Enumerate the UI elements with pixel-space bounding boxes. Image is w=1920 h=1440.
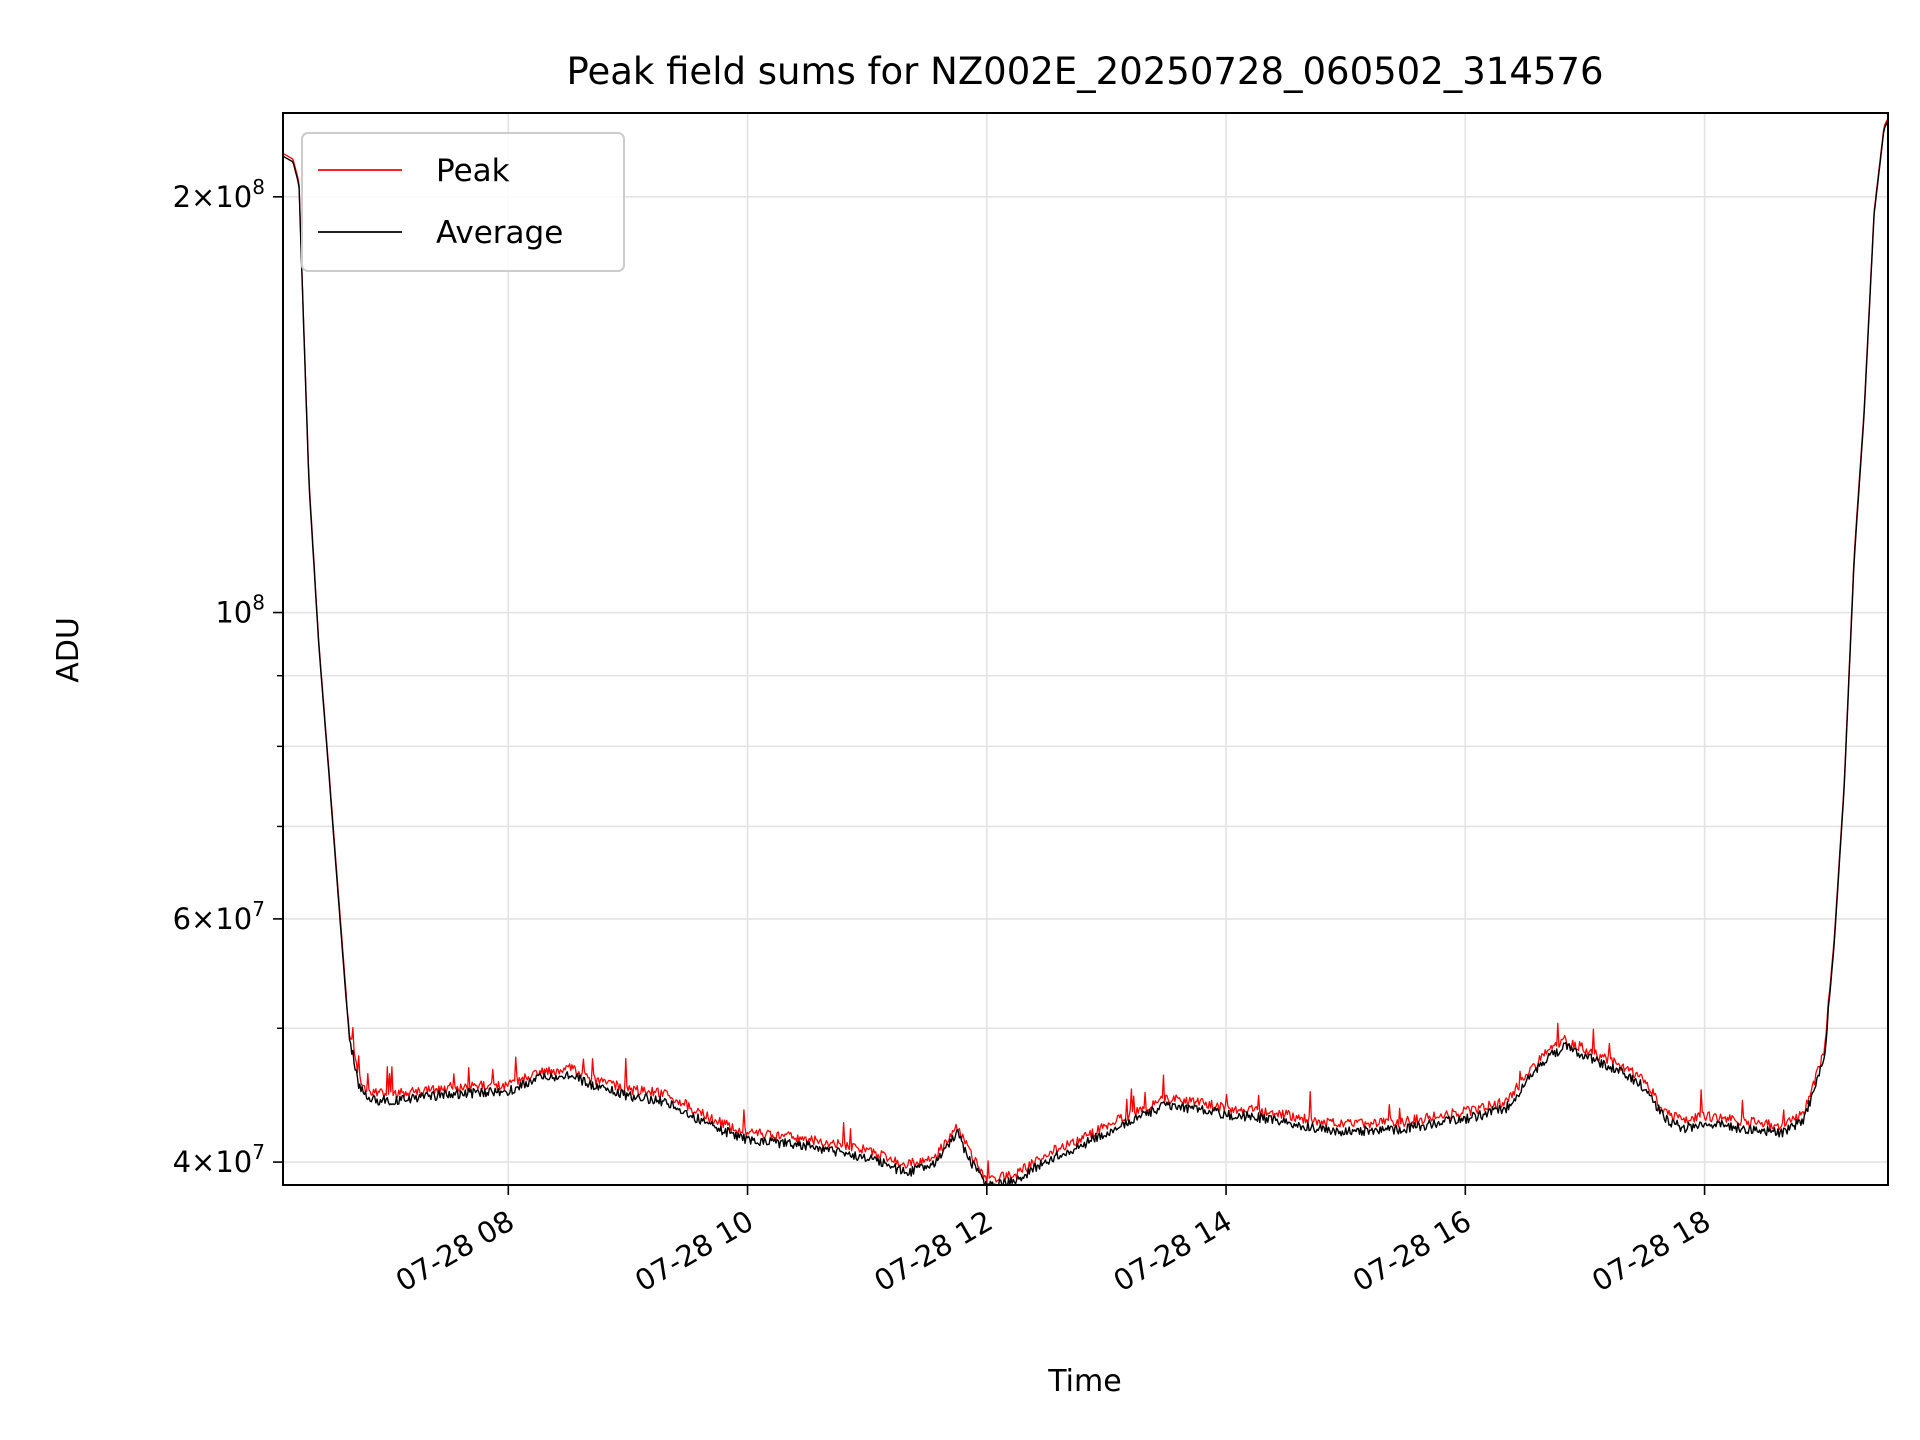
legend-box [301, 132, 625, 272]
series-line-peak [283, 117, 1888, 1185]
y-tick-label: 2×108 [173, 175, 265, 214]
chart-title: Peak field sums for NZ002E_20250728_0605… [567, 50, 1604, 93]
series-line-average [283, 120, 1888, 1185]
legend-label-average: Average [436, 215, 563, 251]
data-lines [283, 117, 1888, 1185]
y-tick-label: 108 [215, 591, 265, 630]
legend: Peak Average [301, 132, 625, 272]
y-axis-label: ADU [51, 617, 86, 683]
y-tick-label: 6×107 [173, 897, 265, 936]
x-axis-label: Time [1047, 1364, 1121, 1399]
legend-label-peak: Peak [436, 153, 510, 189]
y-tick-label: 4×107 [173, 1140, 265, 1179]
plot-frame [282, 112, 1889, 1186]
grid [283, 113, 1888, 1185]
